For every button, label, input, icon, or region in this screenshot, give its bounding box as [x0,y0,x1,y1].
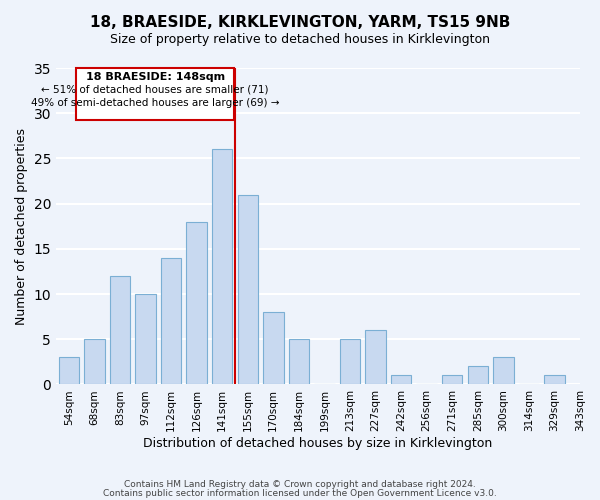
Bar [467,366,488,384]
Bar [493,358,514,384]
Y-axis label: Number of detached properties: Number of detached properties [15,128,28,324]
Bar [161,258,181,384]
Text: ← 51% of detached houses are smaller (71): ← 51% of detached houses are smaller (71… [41,84,269,94]
Bar [84,339,104,384]
Text: Contains HM Land Registry data © Crown copyright and database right 2024.: Contains HM Land Registry data © Crown c… [124,480,476,489]
Bar [391,376,412,384]
Bar [212,150,232,384]
Bar [238,194,258,384]
Text: 18 BRAESIDE: 148sqm: 18 BRAESIDE: 148sqm [86,72,224,82]
Bar [135,294,156,384]
Bar [544,376,565,384]
Bar [263,312,284,384]
X-axis label: Distribution of detached houses by size in Kirklevington: Distribution of detached houses by size … [143,437,493,450]
Bar [187,222,207,384]
Bar [442,376,463,384]
Text: Contains public sector information licensed under the Open Government Licence v3: Contains public sector information licen… [103,488,497,498]
Text: Size of property relative to detached houses in Kirklevington: Size of property relative to detached ho… [110,32,490,46]
Bar [289,339,309,384]
Bar [110,276,130,384]
Text: 18, BRAESIDE, KIRKLEVINGTON, YARM, TS15 9NB: 18, BRAESIDE, KIRKLEVINGTON, YARM, TS15 … [90,15,510,30]
Text: 49% of semi-detached houses are larger (69) →: 49% of semi-detached houses are larger (… [31,98,280,108]
Bar [340,339,360,384]
Bar [59,358,79,384]
FancyBboxPatch shape [76,68,233,120]
Bar [365,330,386,384]
